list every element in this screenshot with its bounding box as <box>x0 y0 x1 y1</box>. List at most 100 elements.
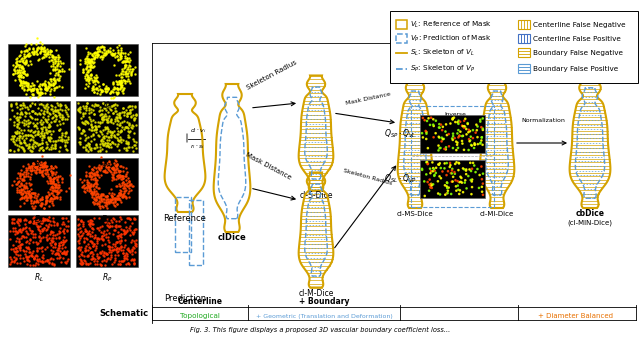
Point <box>102 256 112 262</box>
Point <box>113 85 123 91</box>
Bar <box>420 160 485 198</box>
Point <box>97 89 108 94</box>
Point <box>118 105 128 111</box>
Point <box>105 118 115 124</box>
Point <box>126 240 136 245</box>
Point <box>77 119 88 124</box>
Point <box>13 230 23 235</box>
Point <box>12 135 22 140</box>
Point <box>26 172 36 177</box>
Point <box>87 125 97 130</box>
Point <box>123 66 133 72</box>
Point <box>117 173 127 178</box>
Point <box>35 90 45 95</box>
Point <box>17 74 28 79</box>
Point <box>118 78 129 83</box>
Point <box>125 227 135 233</box>
Point <box>43 79 53 85</box>
Text: cbDice: cbDice <box>575 209 605 218</box>
Point <box>47 103 57 109</box>
Point <box>104 220 114 226</box>
Point <box>39 104 49 110</box>
Point <box>29 219 40 224</box>
Point <box>88 182 99 187</box>
Point <box>16 110 26 115</box>
Point <box>475 141 485 146</box>
Point <box>52 221 62 226</box>
Point <box>115 261 125 266</box>
Point <box>8 71 19 76</box>
Point <box>29 190 40 196</box>
Point <box>31 87 42 92</box>
Point <box>87 87 97 92</box>
Point <box>83 75 93 80</box>
Point <box>79 248 90 254</box>
Point <box>35 39 45 45</box>
Point <box>120 53 130 59</box>
Point <box>85 66 95 72</box>
Point <box>448 134 458 139</box>
Point <box>84 72 95 77</box>
Point <box>29 48 39 53</box>
Point <box>14 67 24 73</box>
Point <box>31 164 41 170</box>
Point <box>95 91 106 97</box>
Point <box>61 109 72 114</box>
Point <box>109 160 119 166</box>
Point <box>16 80 26 86</box>
Point <box>27 91 37 97</box>
Point <box>48 256 58 262</box>
Point <box>104 168 114 173</box>
Point <box>37 141 47 146</box>
Point <box>113 49 123 54</box>
Point <box>13 118 24 123</box>
Point <box>460 116 470 122</box>
Point <box>99 117 109 123</box>
Point <box>78 67 88 73</box>
Point <box>13 227 24 233</box>
Point <box>15 67 26 72</box>
Point <box>22 51 33 56</box>
Point <box>116 50 126 56</box>
Point <box>23 258 33 263</box>
Point <box>54 234 64 240</box>
Point <box>85 257 95 262</box>
Point <box>53 182 63 188</box>
Point <box>116 173 126 178</box>
Point <box>99 133 109 139</box>
Point <box>95 141 105 147</box>
Point <box>10 78 20 83</box>
Point <box>90 261 100 267</box>
Point <box>28 141 38 146</box>
Point <box>20 79 30 84</box>
Point <box>83 261 93 266</box>
Point <box>86 170 97 175</box>
Point <box>98 45 108 50</box>
Point <box>11 245 21 251</box>
Point <box>15 218 25 223</box>
Point <box>106 132 116 138</box>
Point <box>38 134 48 139</box>
Point <box>31 89 42 94</box>
Point <box>17 226 28 231</box>
Point <box>119 183 129 189</box>
Point <box>426 183 436 189</box>
Point <box>477 189 487 194</box>
Point <box>119 77 129 83</box>
Point <box>83 148 93 153</box>
Point <box>15 261 25 266</box>
Point <box>86 72 97 78</box>
Point <box>75 104 85 110</box>
Point <box>99 52 109 57</box>
Point <box>88 243 99 248</box>
Point <box>22 238 32 243</box>
Point <box>8 217 19 222</box>
Point <box>92 235 102 241</box>
Point <box>84 219 95 225</box>
Point <box>54 243 65 248</box>
Point <box>33 162 44 167</box>
Point <box>435 174 445 179</box>
Point <box>47 185 57 190</box>
Point <box>24 46 35 51</box>
Point <box>453 127 463 133</box>
